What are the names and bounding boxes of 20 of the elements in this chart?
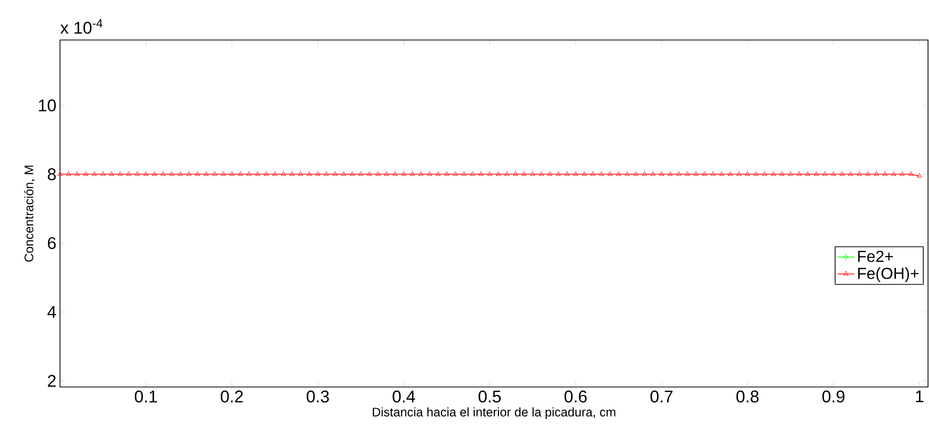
y-axis-title: Concentración, M	[24, 166, 35, 262]
y-tick-label: 2	[48, 374, 56, 387]
x-tick-label: 0.7	[650, 390, 673, 403]
x-tick-label: 0.2	[220, 390, 243, 403]
x-tick-label: 0.9	[822, 390, 844, 403]
y-tick-label: 4	[47, 306, 56, 318]
x-tick-label: 0.1	[134, 390, 157, 403]
x-tick-label: 0.4	[392, 390, 416, 403]
x-tick-label: 0.5	[478, 390, 501, 403]
y-tick-label: 6	[48, 237, 56, 250]
legend-label: Fe(OH)+	[858, 267, 918, 282]
x-tick-label: 0.6	[564, 390, 587, 403]
x-axis-title: Distancia hacia el interior de la picadura, cm	[372, 407, 616, 419]
x-tick-label: 0.8	[736, 390, 759, 403]
y-tick-label: 8	[48, 168, 56, 180]
x-tick-label: 1	[916, 390, 924, 402]
legend-label: Fe2+	[858, 250, 893, 262]
text: x 10$^{-4}$	[60, 19, 102, 34]
y-tick-label: 10	[38, 99, 56, 112]
x-tick-label: 0.3	[306, 390, 329, 403]
